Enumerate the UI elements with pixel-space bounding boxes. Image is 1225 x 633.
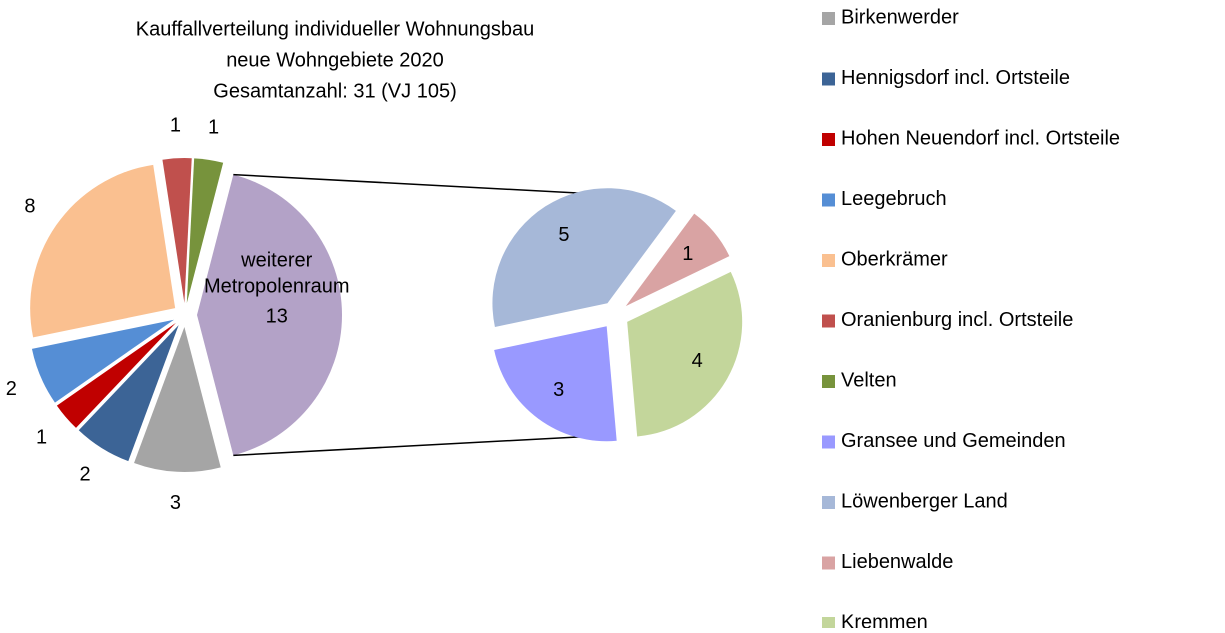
pie-slice <box>494 326 617 442</box>
pie-slice <box>162 158 192 304</box>
data-label: 3 <box>170 492 181 514</box>
connector-line <box>233 173 616 196</box>
data-label: 2 <box>6 378 17 400</box>
pie-slice <box>78 325 179 462</box>
pie-slice <box>56 322 176 428</box>
data-label: 13 <box>266 305 288 327</box>
data-label: 2 <box>79 464 90 486</box>
pie-slice <box>30 164 176 338</box>
data-label: 8 <box>24 195 35 217</box>
legend-label: Oberkrämer <box>841 248 948 270</box>
data-label: weiterer <box>240 249 312 271</box>
legend-swatch <box>822 133 835 146</box>
pie-slice <box>134 326 221 472</box>
pie-slice <box>625 213 730 307</box>
legend-swatch <box>822 193 835 207</box>
legend-swatch <box>822 72 835 86</box>
pie-slice <box>31 319 174 403</box>
pie-slice <box>197 174 342 456</box>
legend-label: Gransee und Gemeinden <box>841 430 1066 452</box>
legend-label: Löwenberger Land <box>841 490 1008 512</box>
pie-slice <box>627 271 743 437</box>
legend-label: Hennigsdorf incl. Ortsteile <box>841 67 1070 89</box>
legend-swatch <box>822 12 835 25</box>
legend-swatch <box>822 375 835 388</box>
chart-title: Gesamtanzahl: 31 (VJ 105) <box>213 80 456 102</box>
chart-title: neue Wohngebiete 2020 <box>226 49 444 71</box>
legend-swatch <box>822 435 835 449</box>
legend-label: Leegebruch <box>841 188 947 210</box>
legend-label: Hohen Neuendorf incl. Ortsteile <box>841 127 1120 149</box>
pie-slice <box>186 158 224 304</box>
legend-label: Birkenwerder <box>841 6 959 28</box>
data-label: 1 <box>682 243 693 265</box>
data-label: 1 <box>170 115 181 137</box>
pie-slice <box>492 188 676 327</box>
data-label: 1 <box>208 116 219 138</box>
data-label: 5 <box>558 224 569 246</box>
legend-swatch <box>822 496 835 509</box>
legend-label: Oranienburg incl. Ortsteile <box>841 309 1073 331</box>
legend-swatch <box>822 314 835 328</box>
data-label: Metropolenraum <box>204 275 350 297</box>
legend-swatch <box>822 617 835 630</box>
data-label: 4 <box>692 350 703 372</box>
chart-title: Kauffallverteilung individueller Wohnung… <box>136 18 534 40</box>
legend-swatch <box>822 254 835 267</box>
connector-line <box>233 434 616 457</box>
legend-label: Kremmen <box>841 611 928 628</box>
legend-swatch <box>822 556 835 570</box>
legend-label: Velten <box>841 369 897 391</box>
legend-label: Liebenwalde <box>841 551 953 573</box>
data-label: 3 <box>553 379 564 401</box>
data-label: 1 <box>36 426 47 448</box>
